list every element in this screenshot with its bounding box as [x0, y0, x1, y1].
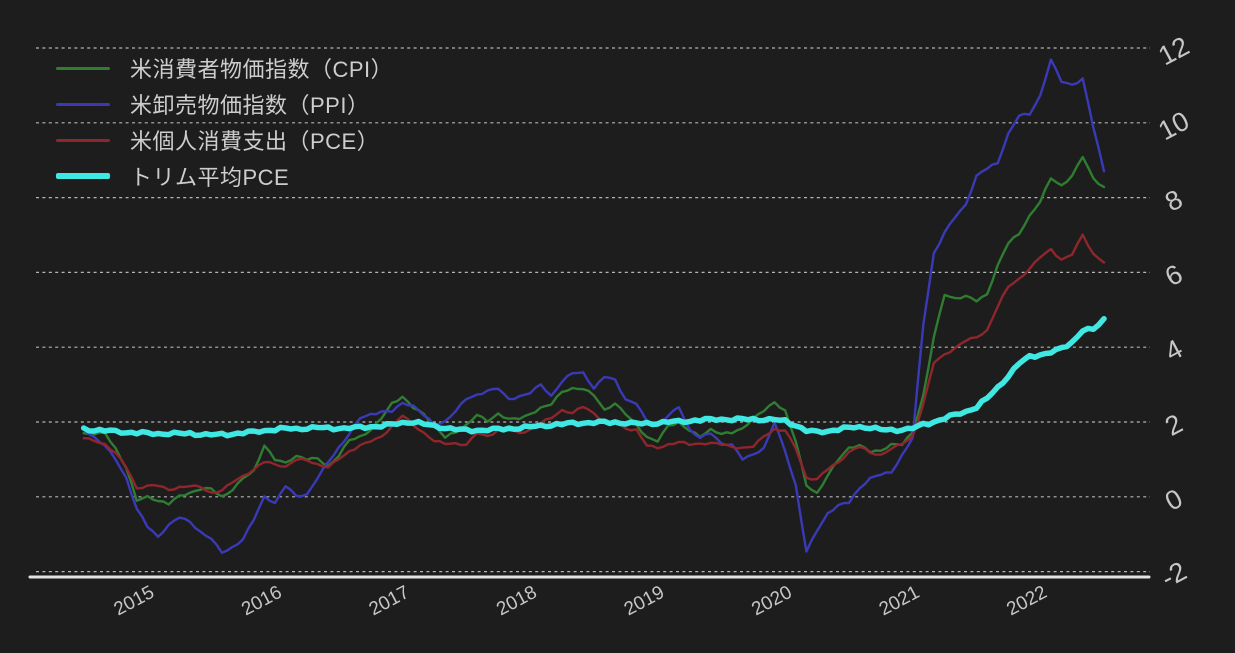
legend-label-cpi: 米消費者物価指数（CPI）: [130, 57, 394, 82]
legend-label-pce: 米個人消費支出（PCE）: [130, 129, 380, 154]
x-axis-tick-label: 2020: [748, 582, 795, 620]
y-axis-tick-label: 4: [1160, 333, 1187, 367]
legend-swatch-cpi-line-icon: [56, 66, 110, 70]
legend-item-ppi: 米卸売物価指数（PPI）: [56, 86, 393, 122]
legend-swatch-ppi-line-icon: [56, 102, 110, 106]
x-axis-tick-label: 2018: [493, 582, 540, 620]
y-axis-tick-label: -2: [1156, 556, 1191, 594]
y-axis-tick-label: 10: [1153, 106, 1194, 147]
x-axis-tick-label: 2017: [366, 582, 413, 620]
legend-label-trimmed-pce: トリム平均PCE: [130, 165, 290, 190]
legend-item-cpi: 米消費者物価指数（CPI）: [56, 50, 393, 86]
series-line-1: [82, 58, 1106, 554]
series-line-3: [80, 315, 1107, 439]
legend-swatch-pce-line-icon: [56, 138, 110, 142]
x-axis-tick-label: 2015: [111, 582, 158, 620]
y-axis-tick-label: 8: [1160, 184, 1187, 218]
legend-label-ppi: 米卸売物価指数（PPI）: [130, 93, 370, 118]
x-axis-tick-label: 2019: [621, 582, 668, 620]
x-axis-tick-label: 2022: [1003, 582, 1050, 620]
y-axis-tick-label: 2: [1160, 408, 1187, 442]
legend-item-trimmed-pce: トリム平均PCE: [56, 158, 393, 194]
chart-legend: 米消費者物価指数（CPI） 米卸売物価指数（PPI） 米個人消費支出（PCE） …: [56, 50, 393, 194]
legend-swatch-trimmed-pce-line-icon: [56, 173, 110, 179]
x-axis-tick-label: 2016: [238, 582, 285, 620]
x-axis-tick-label: 2021: [876, 582, 923, 620]
y-axis-tick-label: 0: [1160, 483, 1187, 517]
series-line-0: [82, 155, 1106, 506]
y-axis-tick-label: 12: [1153, 31, 1194, 72]
legend-item-pce: 米個人消費支出（PCE）: [56, 122, 393, 158]
y-axis-tick-label: 6: [1160, 259, 1187, 293]
series-line-2: [82, 233, 1106, 494]
